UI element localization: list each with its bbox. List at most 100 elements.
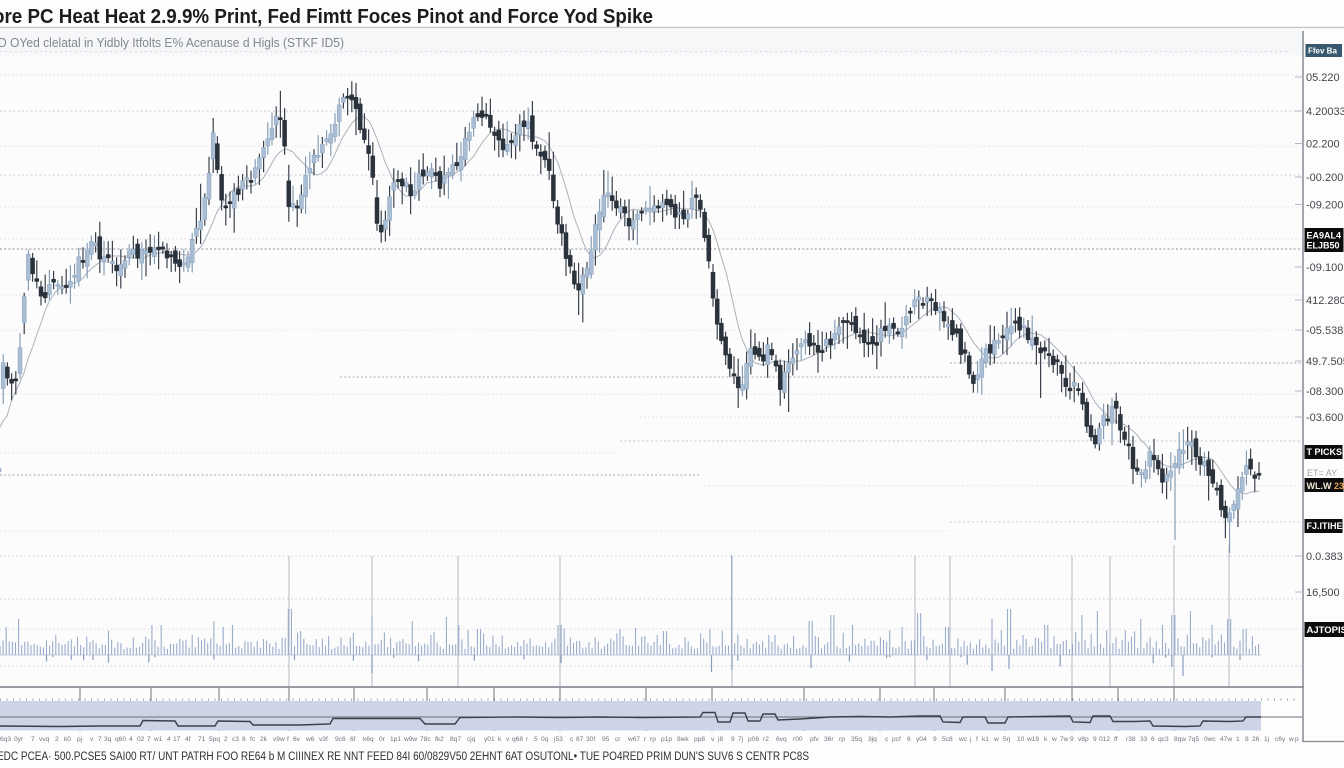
svg-text:D OYed clelatal in Yidbly Itfo: D OYed clelatal in Yidbly Itfolts E% Ace… bbox=[0, 36, 344, 50]
svg-text:4f: 4f bbox=[185, 736, 191, 743]
svg-text:ELJB50: ELJB50 bbox=[1307, 241, 1340, 251]
svg-text:k6q: k6q bbox=[363, 736, 374, 743]
svg-text:02.200: 02.200 bbox=[1306, 139, 1340, 151]
svg-text:3q: 3q bbox=[104, 736, 112, 743]
svg-text:r00: r00 bbox=[793, 736, 803, 743]
svg-text:j53: j53 bbox=[553, 736, 563, 743]
svg-text:6vq: 6vq bbox=[776, 736, 787, 743]
svg-text:05.220: 05.220 bbox=[1306, 72, 1340, 84]
svg-text:6: 6 bbox=[1151, 736, 1155, 743]
svg-text:16,500: 16,500 bbox=[1306, 587, 1340, 599]
svg-text:v8p: v8p bbox=[1078, 736, 1089, 743]
svg-text:8: 8 bbox=[242, 736, 246, 743]
svg-text:k: k bbox=[498, 736, 502, 743]
svg-text:vvq: vvq bbox=[39, 736, 50, 743]
svg-text:7j: 7j bbox=[738, 736, 744, 743]
svg-text:r: r bbox=[644, 736, 647, 743]
svg-text:c6y: c6y bbox=[1275, 736, 1286, 743]
svg-text:-05.538: -05.538 bbox=[1306, 325, 1343, 337]
svg-text:33: 33 bbox=[1140, 736, 1148, 743]
svg-text:8qw: 8qw bbox=[1174, 736, 1186, 743]
svg-text:f: f bbox=[976, 736, 978, 743]
svg-text:wc: wc bbox=[958, 736, 968, 743]
svg-text:6q3: 6q3 bbox=[0, 736, 11, 743]
svg-text:r38: r38 bbox=[1126, 736, 1136, 743]
svg-text:0r: 0r bbox=[379, 736, 386, 743]
svg-text:78c: 78c bbox=[420, 736, 431, 743]
svg-text:-08.300: -08.300 bbox=[1306, 386, 1343, 398]
svg-text:30f: 30f bbox=[586, 736, 595, 743]
svg-text:k1: k1 bbox=[982, 736, 989, 743]
svg-text:0q: 0q bbox=[541, 736, 549, 743]
svg-text:8wk: 8wk bbox=[677, 736, 689, 743]
svg-text:cr: cr bbox=[615, 736, 621, 743]
svg-text:17: 17 bbox=[173, 736, 181, 743]
svg-text:EA9AL4: EA9AL4 bbox=[1307, 231, 1342, 241]
svg-text:FJ.ITIHE: FJ.ITIHE bbox=[1307, 521, 1343, 531]
svg-text:w67: w67 bbox=[627, 736, 640, 743]
svg-text:w1: w1 bbox=[153, 736, 163, 743]
svg-text:95: 95 bbox=[602, 736, 610, 743]
svg-text:j8: j8 bbox=[717, 736, 723, 743]
svg-text:v9w: v9w bbox=[273, 736, 285, 743]
svg-text:02: 02 bbox=[137, 736, 145, 743]
svg-text:qc3: qc3 bbox=[1158, 736, 1169, 743]
svg-text:p1p: p1p bbox=[661, 736, 672, 743]
svg-text:w: w bbox=[993, 736, 999, 743]
svg-text:3jq: 3jq bbox=[868, 736, 877, 743]
svg-text:w9w: w9w bbox=[403, 736, 417, 743]
svg-text:p06: p06 bbox=[748, 736, 759, 743]
svg-text:EDC PCEA· 500.PCSE5 SAI00 RT/: EDC PCEA· 500.PCSE5 SAI00 RT/ UNT PATRH … bbox=[0, 751, 809, 763]
svg-text:k0: k0 bbox=[64, 736, 71, 743]
svg-text:5rj: 5rj bbox=[1003, 736, 1011, 743]
svg-text:fc: fc bbox=[250, 736, 256, 743]
svg-text:0yr: 0yr bbox=[14, 736, 24, 743]
svg-text:WL.W 23: WL.W 23 bbox=[1307, 481, 1344, 491]
svg-text:pfv: pfv bbox=[810, 736, 819, 743]
svg-text:7: 7 bbox=[98, 736, 102, 743]
svg-text:y01: y01 bbox=[484, 736, 495, 743]
svg-text:pp8: pp8 bbox=[694, 736, 705, 743]
svg-text:w: w bbox=[1288, 736, 1294, 743]
svg-text:Ffev Ba: Ffev Ba bbox=[1308, 47, 1337, 56]
svg-text:q60: q60 bbox=[115, 736, 126, 743]
svg-text:r: r bbox=[526, 736, 529, 743]
svg-text:pcf: pcf bbox=[892, 736, 901, 743]
svg-text:w6: w6 bbox=[305, 736, 315, 743]
svg-text:5pq: 5pq bbox=[209, 736, 220, 743]
svg-text:87: 87 bbox=[576, 736, 584, 743]
svg-text:9: 9 bbox=[1093, 736, 1097, 743]
svg-text:0wc: 0wc bbox=[1204, 736, 1216, 743]
svg-text:012: 012 bbox=[1099, 736, 1110, 743]
svg-text:2: 2 bbox=[224, 736, 228, 743]
svg-text:c: c bbox=[570, 736, 574, 743]
svg-text:9: 9 bbox=[933, 736, 937, 743]
svg-text:AJTOPIS: AJTOPIS bbox=[1307, 625, 1344, 636]
svg-text:1: 1 bbox=[1236, 736, 1240, 743]
svg-text:71: 71 bbox=[198, 736, 206, 743]
svg-text:pj: pj bbox=[77, 736, 83, 743]
svg-text:-03.600: -03.600 bbox=[1306, 412, 1343, 424]
svg-text:9: 9 bbox=[731, 736, 735, 743]
svg-text:47w: 47w bbox=[1220, 736, 1232, 743]
svg-text:-09.100: -09.100 bbox=[1306, 262, 1343, 274]
svg-text:T PICKS: T PICKS bbox=[1307, 447, 1343, 457]
svg-text:rp: rp bbox=[650, 736, 656, 743]
svg-text:c: c bbox=[885, 736, 889, 743]
svg-text:5c8: 5c8 bbox=[942, 736, 953, 743]
svg-text:v: v bbox=[711, 736, 715, 743]
svg-text:j: j bbox=[969, 736, 972, 743]
svg-text:7: 7 bbox=[31, 736, 35, 743]
svg-text:8: 8 bbox=[1245, 736, 1249, 743]
svg-text:fk2: fk2 bbox=[435, 736, 444, 743]
svg-text:8q7: 8q7 bbox=[450, 736, 461, 743]
svg-text:1j: 1j bbox=[1264, 736, 1270, 743]
svg-text:y04: y04 bbox=[916, 736, 927, 743]
svg-text:2: 2 bbox=[55, 736, 59, 743]
svg-text:q68: q68 bbox=[512, 736, 523, 743]
svg-text:ff: ff bbox=[1114, 736, 1118, 743]
svg-text:v3f: v3f bbox=[319, 736, 328, 743]
svg-text:6f: 6f bbox=[350, 736, 356, 743]
svg-text:w19: w19 bbox=[1026, 736, 1039, 743]
svg-text:7: 7 bbox=[147, 736, 151, 743]
